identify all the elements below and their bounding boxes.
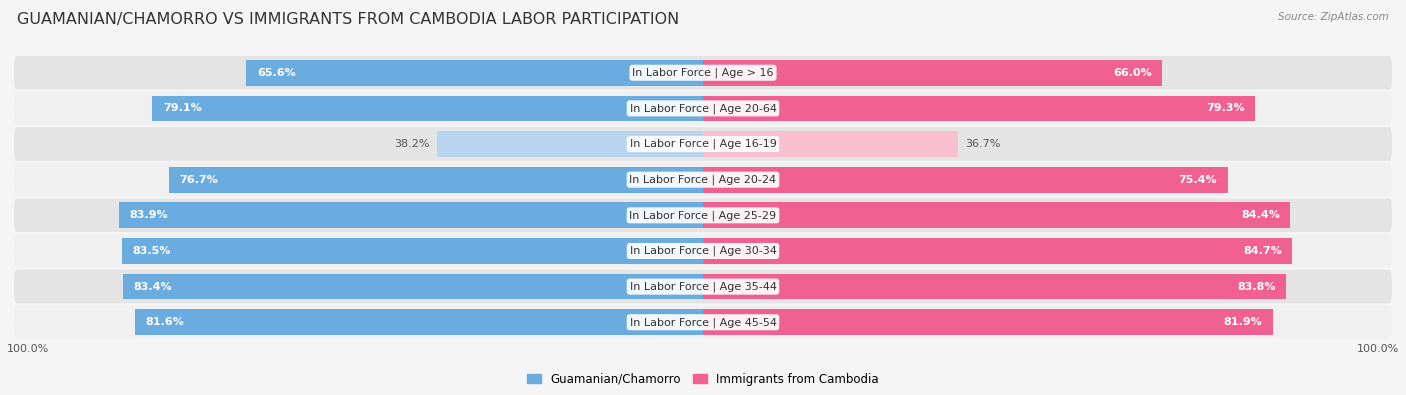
Bar xyxy=(703,274,1286,299)
Text: 79.3%: 79.3% xyxy=(1206,103,1244,113)
Bar xyxy=(135,309,703,335)
Text: 79.1%: 79.1% xyxy=(163,103,201,113)
FancyBboxPatch shape xyxy=(14,92,1392,125)
Text: Source: ZipAtlas.com: Source: ZipAtlas.com xyxy=(1278,12,1389,22)
Text: 81.9%: 81.9% xyxy=(1223,317,1263,327)
Text: 75.4%: 75.4% xyxy=(1178,175,1218,185)
FancyBboxPatch shape xyxy=(14,270,1392,303)
Text: 81.6%: 81.6% xyxy=(146,317,184,327)
Text: In Labor Force | Age 20-64: In Labor Force | Age 20-64 xyxy=(630,103,776,114)
Text: 76.7%: 76.7% xyxy=(180,175,218,185)
Bar xyxy=(152,96,703,121)
Bar xyxy=(703,96,1256,121)
Bar xyxy=(703,131,959,157)
Text: 83.8%: 83.8% xyxy=(1237,282,1275,292)
Bar xyxy=(703,203,1291,228)
Text: In Labor Force | Age 16-19: In Labor Force | Age 16-19 xyxy=(630,139,776,149)
Legend: Guamanian/Chamorro, Immigrants from Cambodia: Guamanian/Chamorro, Immigrants from Camb… xyxy=(522,368,884,390)
Text: 83.4%: 83.4% xyxy=(134,282,172,292)
Text: 36.7%: 36.7% xyxy=(966,139,1001,149)
Text: GUAMANIAN/CHAMORRO VS IMMIGRANTS FROM CAMBODIA LABOR PARTICIPATION: GUAMANIAN/CHAMORRO VS IMMIGRANTS FROM CA… xyxy=(17,12,679,27)
Bar xyxy=(120,203,703,228)
Text: 100.0%: 100.0% xyxy=(1357,344,1399,354)
FancyBboxPatch shape xyxy=(14,163,1392,196)
Bar xyxy=(703,60,1163,86)
Text: 38.2%: 38.2% xyxy=(395,139,430,149)
Text: 66.0%: 66.0% xyxy=(1114,68,1152,78)
FancyBboxPatch shape xyxy=(14,56,1392,90)
FancyBboxPatch shape xyxy=(14,305,1392,339)
Bar xyxy=(703,309,1272,335)
Text: 83.5%: 83.5% xyxy=(132,246,170,256)
Text: In Labor Force | Age 25-29: In Labor Force | Age 25-29 xyxy=(630,210,776,220)
Bar xyxy=(122,274,703,299)
Text: In Labor Force | Age 35-44: In Labor Force | Age 35-44 xyxy=(630,281,776,292)
FancyBboxPatch shape xyxy=(14,199,1392,232)
Text: In Labor Force | Age > 16: In Labor Force | Age > 16 xyxy=(633,68,773,78)
Text: 65.6%: 65.6% xyxy=(257,68,295,78)
Text: 83.9%: 83.9% xyxy=(129,210,169,220)
Bar xyxy=(169,167,703,192)
Bar xyxy=(703,167,1227,192)
Text: 84.7%: 84.7% xyxy=(1243,246,1282,256)
Bar xyxy=(122,238,703,264)
Bar xyxy=(246,60,703,86)
Bar xyxy=(703,238,1292,264)
Text: 100.0%: 100.0% xyxy=(7,344,49,354)
Text: In Labor Force | Age 30-34: In Labor Force | Age 30-34 xyxy=(630,246,776,256)
FancyBboxPatch shape xyxy=(14,234,1392,268)
Text: 84.4%: 84.4% xyxy=(1241,210,1279,220)
FancyBboxPatch shape xyxy=(14,127,1392,161)
Text: In Labor Force | Age 45-54: In Labor Force | Age 45-54 xyxy=(630,317,776,327)
Bar xyxy=(437,131,703,157)
Text: In Labor Force | Age 20-24: In Labor Force | Age 20-24 xyxy=(630,175,776,185)
